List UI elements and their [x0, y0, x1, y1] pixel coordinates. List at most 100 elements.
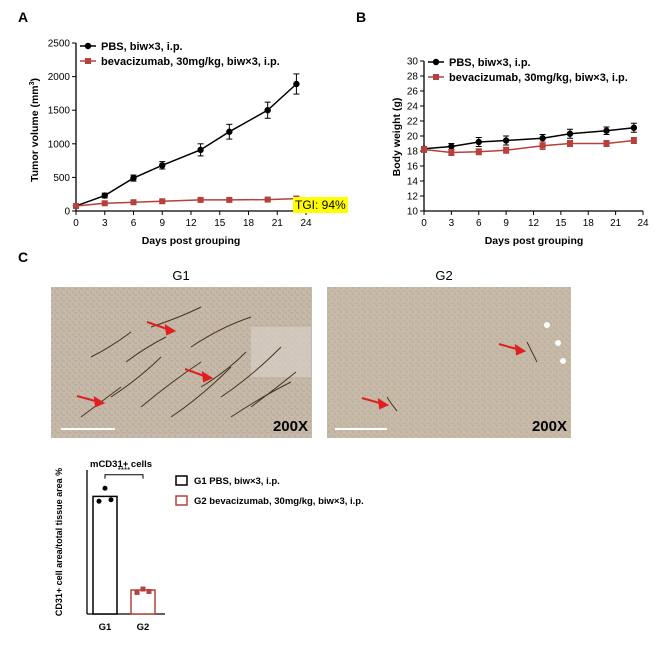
chart-b-ylabel: Body weight (g) [391, 98, 403, 177]
legend-label: PBS, biw×3, i.p. [101, 41, 183, 53]
legend-marker [85, 58, 91, 64]
data-point [101, 192, 108, 199]
y-tick-label: 0 [64, 207, 70, 218]
significance-label: **** [118, 466, 130, 475]
x-tick-label: 0 [73, 218, 79, 229]
y-tick-label: 14 [407, 177, 419, 188]
data-point [264, 196, 271, 203]
x-tick-label: 0 [421, 218, 427, 229]
legend-label: PBS, biw×3, i.p. [449, 57, 531, 69]
scatter-point [134, 589, 140, 595]
scatter-point [96, 498, 102, 504]
tgi-highlight [293, 197, 349, 213]
legend-label: bevacizumab, 30mg/kg, biw×3, i.p. [101, 56, 280, 68]
x-tick-label: 3 [449, 218, 455, 229]
tumor-volume-chart: Tumor volume (mm3) Days post grouping 0 3… [29, 39, 349, 247]
data-point [264, 107, 271, 114]
x-tick-label: 6 [476, 218, 482, 229]
series-line-0 [423, 127, 634, 150]
data-point [226, 128, 233, 135]
chart-b-xlabel: Days post grouping [485, 235, 584, 247]
x-tick-label: 12 [185, 218, 197, 229]
data-point [603, 127, 610, 134]
micrograph-g1-title: G1 [172, 268, 189, 283]
data-point [630, 137, 637, 144]
x-tick-label: 9 [503, 218, 509, 229]
data-point [448, 143, 455, 150]
x-tick-label: 15 [555, 218, 567, 229]
scatter-point [108, 497, 114, 503]
scatter-point [146, 588, 152, 594]
data-point [197, 146, 204, 154]
x-tick-label: G1 [99, 622, 112, 633]
x-tick-label: 3 [102, 218, 108, 229]
significance-bracket [104, 474, 144, 479]
y-tick-label: 12 [407, 192, 419, 203]
chart-c-title: mCD31+ cells [90, 459, 152, 470]
data-point [226, 196, 233, 203]
y-tick-label: 2500 [48, 39, 71, 50]
data-point [159, 162, 166, 169]
x-tick-label: 18 [583, 218, 595, 229]
data-point [502, 137, 510, 144]
data-point [567, 140, 573, 147]
x-tick-label: 15 [214, 218, 226, 229]
legend-marker [433, 74, 439, 80]
series-line-1 [75, 197, 297, 207]
data-point [130, 174, 137, 182]
legend-label: bevacizumab, 30mg/kg, biw×3, i.p. [449, 72, 628, 84]
x-tick-label: 6 [131, 218, 137, 229]
data-point [130, 199, 137, 206]
panel-label-a: A [18, 9, 28, 25]
y-tick-label: 1500 [48, 106, 71, 117]
micrograph-g2-title: G2 [435, 268, 452, 283]
data-point [566, 130, 574, 137]
y-tick-label: 22 [407, 117, 419, 128]
data-point [539, 142, 546, 149]
scatter-point [140, 586, 146, 592]
y-tick-label: 16 [407, 162, 419, 173]
data-point [421, 146, 427, 153]
chart-a-xlabel: Days post grouping [142, 235, 241, 247]
series-line-1 [423, 139, 634, 154]
x-tick-label: 9 [159, 218, 165, 229]
data-point [73, 202, 79, 209]
panel-label-b: B [356, 9, 366, 25]
data-point [448, 149, 455, 156]
legend-marker [84, 42, 92, 50]
data-point [293, 80, 300, 88]
series-line-0 [75, 83, 297, 207]
data-point [539, 135, 546, 142]
data-point [503, 147, 510, 154]
data-point [630, 124, 638, 131]
data-point [475, 148, 482, 155]
y-tick-label: 500 [53, 173, 70, 184]
micrograph-g1-image: 200X [51, 287, 312, 438]
legend-label: G2 bevacizumab, 30mg/kg, biw×3, i.p. [194, 496, 364, 507]
x-tick-label: 18 [243, 218, 255, 229]
y-tick-label: 1000 [48, 139, 71, 150]
y-tick-label: 20 [407, 132, 419, 143]
x-tick-label: 21 [272, 218, 284, 229]
data-point [101, 200, 108, 207]
bar-g1 [92, 495, 118, 615]
x-tick-label: 21 [610, 218, 622, 229]
tgi-annotation: TGI: 94% [295, 198, 346, 212]
legend-marker [432, 58, 440, 66]
micrograph-g2-magnification: 200X [531, 418, 567, 435]
x-tick-label: 24 [637, 218, 649, 229]
scatter-point [102, 485, 108, 491]
data-point [159, 198, 166, 205]
chart-c-ylabel: CD31+ cell area/total tissue area % [54, 468, 64, 616]
data-point [603, 140, 610, 147]
data-point [197, 196, 204, 203]
x-tick-label: 12 [528, 218, 540, 229]
data-point [475, 138, 482, 146]
y-tick-label: 28 [407, 72, 419, 83]
legend-swatch [175, 475, 188, 486]
y-tick-label: 30 [407, 57, 419, 68]
x-tick-label: 24 [300, 218, 312, 229]
micrograph-g1-magnification: 200X [272, 418, 308, 435]
y-tick-label: 10 [407, 207, 419, 218]
